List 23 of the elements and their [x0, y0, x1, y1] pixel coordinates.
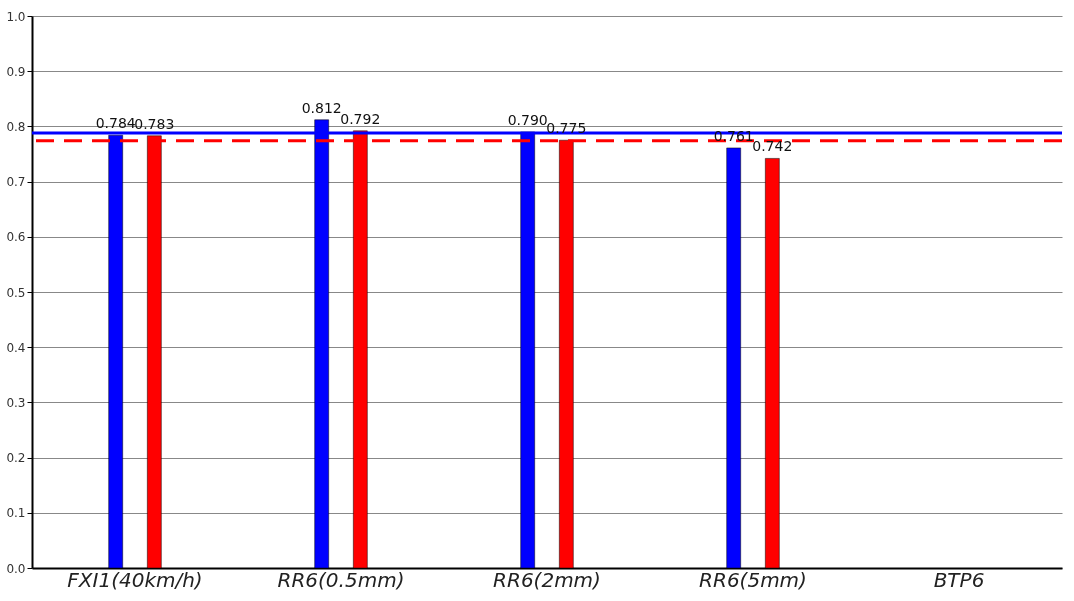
y-tick-label: 0.1	[6, 506, 26, 521]
x-tick-label: FXI1(40km/h)	[67, 567, 203, 592]
data-label: 0.790	[507, 111, 548, 128]
x-tick-label: RR6(2mm)	[493, 567, 601, 592]
y-tick-label: 0.3	[6, 395, 26, 410]
y-tick-label: 0.7	[6, 175, 26, 190]
data-label: 0.783	[134, 115, 175, 132]
x-tick-label: BTP6	[933, 567, 985, 592]
y-tick-label: 0.4	[6, 340, 26, 355]
y-tick-label: 0.8	[6, 119, 26, 134]
y-tick-label: 0.2	[6, 451, 26, 466]
data-label: 0.792	[340, 110, 381, 127]
x-tick-label: RR6(0.5mm)	[277, 567, 405, 592]
y-tick-label: 0.9	[6, 64, 26, 79]
data-label: 0.784	[95, 115, 136, 132]
y-tick-label: 0.6	[6, 230, 26, 245]
y-tick-label: 0.0	[6, 561, 26, 576]
y-tick-label: 1.0	[6, 9, 26, 24]
y-tick-label: 0.5	[6, 285, 26, 300]
data-label: 0.775	[546, 120, 587, 137]
data-label: 0.742	[752, 138, 793, 155]
x-tick-label: RR6(5mm)	[699, 567, 807, 592]
data-label: 0.812	[301, 99, 342, 116]
